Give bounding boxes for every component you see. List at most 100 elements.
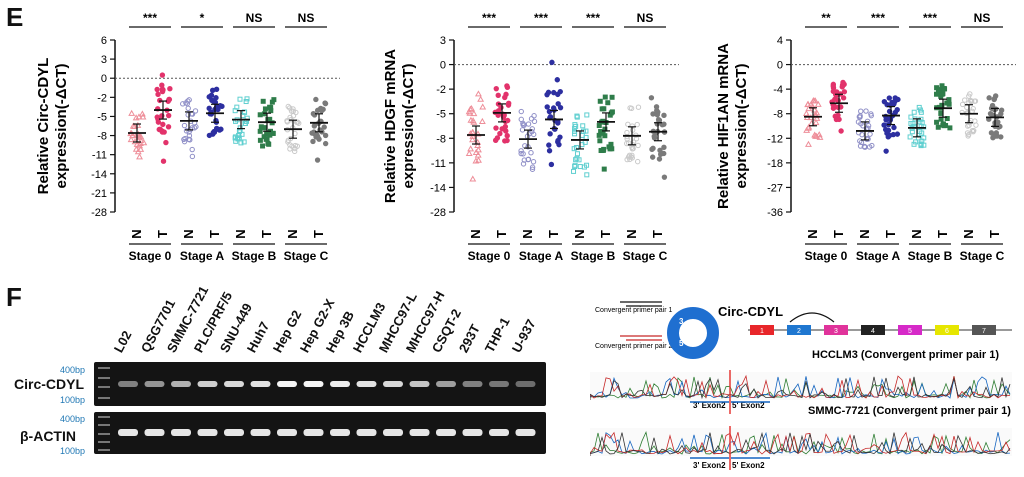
group-n-t-label: N <box>520 229 535 238</box>
junction-left-1: 3' Exon2 <box>693 401 726 410</box>
data-point <box>891 124 897 131</box>
data-point <box>468 104 475 112</box>
data-point <box>602 94 608 100</box>
exon-box <box>861 325 885 335</box>
data-point <box>661 174 668 180</box>
group-n-t-label: T <box>546 230 561 238</box>
y-tick-label: -14 <box>91 169 107 181</box>
data-point <box>241 139 247 145</box>
y-axis-label: Relative HDGF mRNAexpression(-ΔCT) <box>382 49 417 203</box>
band-actin <box>462 429 483 436</box>
group-n-t-label: T <box>311 230 326 238</box>
data-point <box>181 136 187 143</box>
data-point <box>661 121 667 127</box>
group-n-t-label: T <box>935 230 950 238</box>
y-tick-label: -36 <box>767 207 783 219</box>
data-point <box>287 105 293 111</box>
data-point <box>572 131 578 137</box>
significance-label: * <box>200 11 205 25</box>
data-point <box>518 108 524 115</box>
data-point <box>135 113 143 120</box>
ladder-band <box>98 433 110 435</box>
data-point <box>239 131 245 137</box>
y-tick-label: 0 <box>101 73 107 85</box>
stage-label: Stage B <box>908 249 953 263</box>
data-point <box>916 104 922 110</box>
stage-label: Stage C <box>623 249 668 263</box>
data-point <box>917 128 923 134</box>
ladder-band <box>98 367 110 369</box>
data-point <box>495 92 501 99</box>
data-point <box>284 119 291 125</box>
band-actin <box>197 429 218 436</box>
band-circ <box>144 381 165 387</box>
data-point <box>544 104 550 110</box>
circ-cdyl-diagram: Convergent primer pair 1 Convergent prim… <box>590 301 1012 470</box>
data-point <box>311 131 318 137</box>
data-point <box>574 155 580 161</box>
data-point <box>318 105 324 112</box>
group-n-t-label: N <box>181 229 196 238</box>
y-tick-label: -4 <box>773 84 783 96</box>
data-point <box>656 156 663 162</box>
data-point <box>310 138 316 145</box>
data-point <box>988 130 995 136</box>
data-point <box>159 128 165 134</box>
y-axis-label: Relative HIF1AN mRNAexpression(-ΔCT) <box>715 43 750 209</box>
data-point <box>580 123 586 129</box>
data-point <box>812 118 820 126</box>
data-point <box>160 158 167 164</box>
panel-f-letter: F <box>6 282 22 312</box>
y-axis-label-line: Relative HIF1AN mRNA <box>715 43 732 209</box>
data-point <box>635 142 641 149</box>
data-point <box>137 145 145 152</box>
data-point <box>546 148 553 154</box>
data-point <box>285 139 291 145</box>
data-point <box>915 135 921 141</box>
band-actin <box>515 429 536 436</box>
data-point <box>502 138 508 144</box>
y-axis-label-line: expression(-ΔCT) <box>400 64 417 189</box>
y-tick-label: 6 <box>101 35 107 47</box>
data-point <box>946 101 952 107</box>
exon-box <box>898 325 922 335</box>
significance-label: NS <box>298 11 315 25</box>
data-point <box>840 95 847 101</box>
ladder-band <box>98 449 110 451</box>
data-point <box>469 136 476 143</box>
data-point <box>186 132 193 139</box>
data-point <box>502 123 509 130</box>
data-point <box>497 130 503 137</box>
data-point <box>551 89 557 96</box>
scatter-chart-3: Relative HIF1AN mRNAexpression(-ΔCT) 4 0 -4… <box>715 11 1016 263</box>
data-point <box>907 134 913 140</box>
stage-label: Stage C <box>284 249 329 263</box>
y-tick-label: -8 <box>97 131 107 143</box>
data-point <box>479 103 487 110</box>
band-circ <box>383 381 403 387</box>
data-point <box>865 136 871 142</box>
exon-box <box>824 325 848 335</box>
data-point <box>649 146 655 153</box>
data-point <box>554 77 560 83</box>
band-actin <box>330 429 350 436</box>
exon-box <box>935 325 959 335</box>
scatter-plots: Relative Circ-CDYLexpression(-ΔCT)630-2-… <box>35 11 1016 263</box>
data-point <box>271 97 277 103</box>
data-point <box>596 123 602 129</box>
data-point <box>160 121 166 128</box>
data-point <box>584 172 590 178</box>
data-point <box>813 109 821 116</box>
data-point <box>804 140 812 147</box>
data-point <box>290 108 296 114</box>
significance-label: *** <box>586 11 600 25</box>
data-point <box>531 113 537 119</box>
band-circ <box>356 381 377 387</box>
data-point <box>654 107 660 114</box>
stage-label: Stage 0 <box>805 249 848 263</box>
ring-number: 4 <box>679 328 684 337</box>
data-point <box>546 142 552 148</box>
y-tick-label: -8 <box>436 133 446 145</box>
y-tick-label: -11 <box>431 158 446 170</box>
data-point <box>864 118 871 124</box>
